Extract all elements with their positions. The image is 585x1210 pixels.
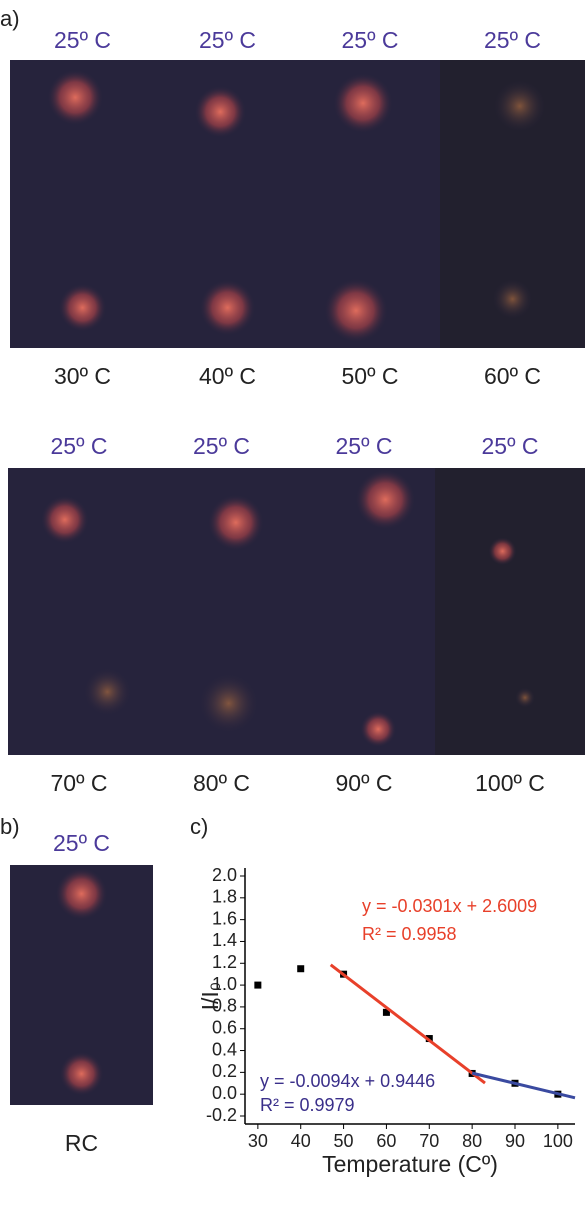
photo-spot	[47, 69, 103, 125]
photo-bottom-label: 100º C	[475, 770, 545, 796]
x-tick-label: 70	[419, 1131, 439, 1151]
panel-label: b)	[0, 814, 20, 839]
photo-spot	[41, 496, 89, 544]
x-tick-label: 100	[543, 1131, 573, 1151]
photo-top-label: 25º C	[54, 27, 111, 53]
photo-spot	[360, 711, 396, 747]
x-axis-label: Temperature (Cº)	[322, 1151, 498, 1177]
photo-bottom-label: 70º C	[51, 770, 108, 796]
x-tick-label: 40	[291, 1131, 311, 1151]
photo-spot	[493, 279, 533, 319]
photo-bottom-label: 80º C	[193, 770, 250, 796]
y-tick-label: 2.0	[212, 865, 237, 885]
photo-spot	[494, 80, 546, 132]
y-tick-label: 1.4	[212, 930, 237, 950]
x-tick-label: 30	[248, 1131, 268, 1151]
photo-spot	[333, 73, 393, 133]
photo-spot	[194, 86, 246, 138]
fit-annotation: y = -0.0301x + 2.6009	[362, 896, 537, 916]
photo-top-label: 25º C	[482, 433, 539, 459]
photo-bottom-label: 30º C	[54, 363, 111, 389]
photo-bottom-label: 50º C	[342, 363, 399, 389]
fit-line	[472, 1073, 575, 1098]
x-tick-label: 90	[505, 1131, 525, 1151]
y-tick-label: -0.2	[206, 1105, 237, 1125]
x-tick-label: 60	[376, 1131, 396, 1151]
photo-spot	[489, 537, 517, 565]
data-point	[254, 982, 261, 989]
photo-spot	[60, 1052, 104, 1096]
photo-spot	[199, 673, 259, 733]
fit-annotation: R² = 0.9979	[260, 1095, 355, 1115]
photo-top-label: 25º C	[199, 27, 256, 53]
photo-spot	[200, 280, 256, 336]
y-tick-label: 0.6	[212, 1017, 237, 1037]
photo-spot	[59, 284, 107, 332]
photo-spot	[355, 470, 415, 530]
y-tick-label: 0.4	[212, 1039, 237, 1059]
panel-label: a)	[0, 6, 20, 31]
photo-spot	[208, 495, 264, 551]
photo-bottom-label: 90º C	[336, 770, 393, 796]
photo-bottom-label: 40º C	[199, 363, 256, 389]
panel-label: c)	[190, 814, 208, 839]
photo-spot	[83, 668, 131, 716]
figure: a) b) c) 25º C 30º C 25º C 40º C 25º C 50º C 25º …	[0, 0, 585, 1205]
y-tick-label: 0.2	[212, 1061, 237, 1081]
photo-top-label: 25º C	[51, 433, 108, 459]
data-point	[297, 965, 304, 972]
photo-bottom-label: 60º C	[484, 363, 541, 389]
photo-top-label: 25º C	[336, 433, 393, 459]
y-tick-label: 1.6	[212, 908, 237, 928]
x-tick-label: 50	[334, 1131, 354, 1151]
photo-top-label: 25º C	[193, 433, 250, 459]
photo-top-label: 25º C	[484, 27, 541, 53]
y-tick-label: 0.0	[212, 1083, 237, 1103]
y-tick-label: 1.2	[212, 952, 237, 972]
photo-spot	[56, 868, 108, 920]
photo	[435, 468, 585, 755]
photo-top-label: 25º C	[53, 830, 110, 856]
photo-spot	[324, 279, 388, 343]
x-tick-label: 80	[462, 1131, 482, 1151]
photo-spot	[515, 688, 535, 708]
fit-annotation: R² = 0.9958	[362, 924, 457, 944]
fit-annotation: y = -0.0094x + 0.9446	[260, 1071, 435, 1091]
photo-bottom-label: RC	[65, 1130, 98, 1156]
fit-line	[331, 965, 485, 1083]
photo-top-label: 25º C	[342, 27, 399, 53]
y-axis-label: I/I₀	[197, 982, 223, 1011]
y-tick-label: 1.8	[212, 887, 237, 907]
